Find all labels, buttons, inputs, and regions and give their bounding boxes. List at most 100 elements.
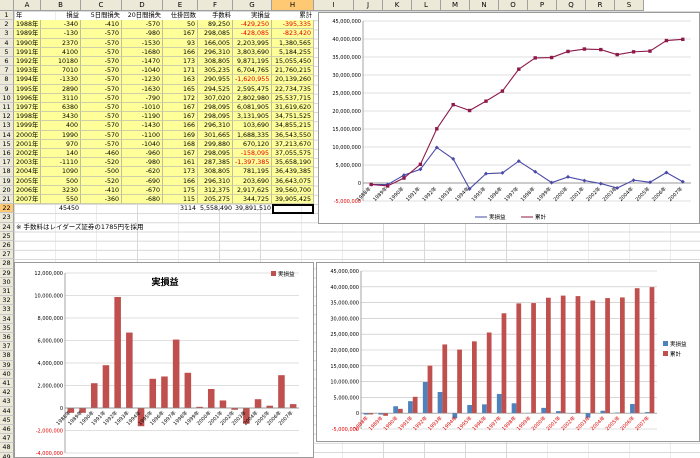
column-header-j[interactable]: J xyxy=(354,0,383,11)
column-header-n[interactable]: N xyxy=(470,0,499,11)
row-header-46[interactable]: 46 xyxy=(0,425,14,435)
series-line-1 xyxy=(371,38,683,187)
row-header-3[interactable]: 3 xyxy=(0,29,14,39)
bar xyxy=(289,404,297,408)
row-header-35[interactable]: 35 xyxy=(0,323,14,333)
column-header-f[interactable]: F xyxy=(198,0,233,11)
row-header-16[interactable]: 16 xyxy=(0,149,14,159)
line-chart-cumulative[interactable]: -5,000,000 0 5,000,000 10,000,000 15,000,000… xyxy=(318,12,700,224)
row-header-22[interactable]: 22 xyxy=(0,204,14,214)
row-header-32[interactable]: 32 xyxy=(0,296,14,306)
row-header-7[interactable]: 7 xyxy=(0,66,14,76)
column-header-s[interactable]: S xyxy=(615,0,644,11)
row-header-6[interactable]: 6 xyxy=(0,57,14,67)
row-header-19[interactable]: 19 xyxy=(0,176,14,186)
table-cell: 1989年 xyxy=(14,29,41,39)
row-header-18[interactable]: 18 xyxy=(0,167,14,177)
column-header-g[interactable]: G xyxy=(233,0,272,11)
column-header-p[interactable]: P xyxy=(528,0,557,11)
grouped-bar-chart-y-tick-label: 45,000,000 xyxy=(330,269,359,275)
row-header-39[interactable]: 39 xyxy=(0,360,14,370)
bar xyxy=(393,406,398,414)
table-cell: -980 xyxy=(122,158,163,168)
row-header-38[interactable]: 38 xyxy=(0,351,14,361)
row-header-26[interactable]: 26 xyxy=(0,241,14,251)
row-header-47[interactable]: 47 xyxy=(0,434,14,444)
column-header-k[interactable]: K xyxy=(383,0,412,11)
row-header-25[interactable]: 25 xyxy=(0,231,14,241)
bar-chart-realized-pnl[interactable]: 実損益 -4,000,000 -2,000,000 0 2,000,000 4,000,0… xyxy=(14,262,314,458)
row-header-44[interactable]: 44 xyxy=(0,406,14,416)
line-chart-y-tick-label: 0 xyxy=(358,181,361,187)
row-header-15[interactable]: 15 xyxy=(0,139,14,149)
row-header-5[interactable]: 5 xyxy=(0,47,14,57)
row-header-40[interactable]: 40 xyxy=(0,369,14,379)
table-header-cell: 損益 xyxy=(66,12,79,19)
column-header-d[interactable]: D xyxy=(122,0,163,11)
row-header-4[interactable]: 4 xyxy=(0,38,14,48)
table-cell: -520 xyxy=(81,176,122,186)
row-header-48[interactable]: 48 xyxy=(0,443,14,453)
row-header-34[interactable]: 34 xyxy=(0,314,14,324)
column-header-r[interactable]: R xyxy=(586,0,615,11)
bar-chart-pnl-and-cumulative[interactable]: -5,000,000 0 5,000,000 10,000,000 15,000,000… xyxy=(316,262,700,442)
column-header-m[interactable]: M xyxy=(441,0,470,11)
row-header-10[interactable]: 10 xyxy=(0,93,14,103)
row-header-13[interactable]: 13 xyxy=(0,121,14,131)
row-header-43[interactable]: 43 xyxy=(0,397,14,407)
table-cell: -570 xyxy=(81,29,122,39)
bar xyxy=(383,413,388,416)
column-header-a[interactable]: A xyxy=(14,0,41,11)
row-header-14[interactable]: 14 xyxy=(0,130,14,140)
row-header-9[interactable]: 9 xyxy=(0,84,14,94)
table-cell: -1190 xyxy=(122,112,163,122)
column-header-q[interactable]: Q xyxy=(557,0,586,11)
line-chart-y-tick-label: 40,000,000 xyxy=(332,37,361,43)
row-header-11[interactable]: 11 xyxy=(0,103,14,113)
table-cell: -1680 xyxy=(122,47,163,57)
row-header-29[interactable]: 29 xyxy=(0,268,14,278)
column-header-h[interactable]: H xyxy=(272,0,314,11)
table-cell: -130 xyxy=(41,29,81,39)
series-line-0 xyxy=(371,146,684,190)
row-header-42[interactable]: 42 xyxy=(0,388,14,398)
row-header-23[interactable]: 23 xyxy=(0,213,14,223)
table-cell: 31,619,620 xyxy=(272,103,314,113)
bar xyxy=(254,399,262,408)
row-header-37[interactable]: 37 xyxy=(0,342,14,352)
row-header-8[interactable]: 8 xyxy=(0,75,14,85)
column-header-i[interactable]: I xyxy=(314,0,354,11)
row-header-45[interactable]: 45 xyxy=(0,415,14,425)
active-cell-selection[interactable] xyxy=(272,204,314,215)
row-header-1[interactable]: 1 xyxy=(0,11,14,21)
row-header-28[interactable]: 28 xyxy=(0,259,14,269)
column-header-b[interactable]: B xyxy=(41,0,81,11)
row-header-36[interactable]: 36 xyxy=(0,333,14,343)
row-header-31[interactable]: 31 xyxy=(0,287,14,297)
table-cell: 2000年 xyxy=(14,130,41,140)
table-cell: 36,643,075 xyxy=(272,176,314,186)
table-cell: 168 xyxy=(163,139,198,149)
data-point-marker xyxy=(582,178,587,183)
row-header-30[interactable]: 30 xyxy=(0,277,14,287)
table-cell: -790 xyxy=(122,93,163,103)
row-header-27[interactable]: 27 xyxy=(0,250,14,260)
row-header-41[interactable]: 41 xyxy=(0,379,14,389)
table-cell: 93 xyxy=(163,38,198,48)
row-header-33[interactable]: 33 xyxy=(0,305,14,315)
select-all-corner[interactable] xyxy=(0,0,14,11)
table-cell: 22,734,735 xyxy=(272,84,314,94)
column-header-e[interactable]: E xyxy=(163,0,198,11)
column-header-o[interactable]: O xyxy=(499,0,528,11)
row-header-21[interactable]: 21 xyxy=(0,195,14,205)
row-header-49[interactable]: 49 xyxy=(0,452,14,458)
row-header-20[interactable]: 20 xyxy=(0,185,14,195)
column-header-c[interactable]: C xyxy=(81,0,122,11)
row-header-24[interactable]: 24 xyxy=(0,222,14,232)
column-header-l[interactable]: L xyxy=(412,0,441,11)
row-header-2[interactable]: 2 xyxy=(0,20,14,30)
legend-label: 累計 xyxy=(535,213,547,221)
row-header-12[interactable]: 12 xyxy=(0,112,14,122)
row-header-17[interactable]: 17 xyxy=(0,158,14,168)
